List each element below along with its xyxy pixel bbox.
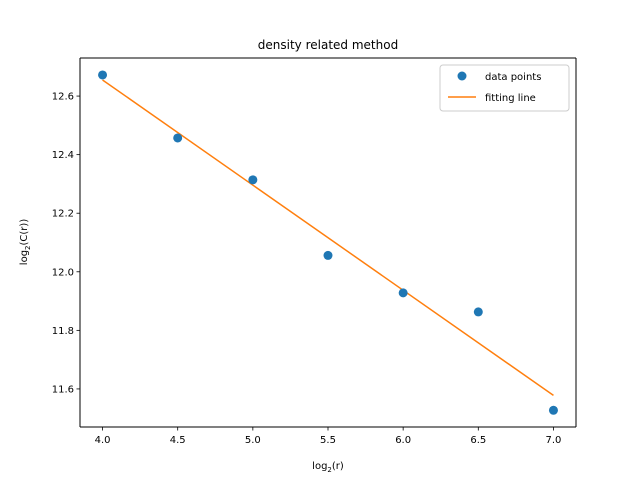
data-layer <box>98 70 558 415</box>
x-axis-ticks: 4.0 4.5 5.0 5.5 6.0 6.5 7.0 <box>95 427 562 446</box>
data-point <box>98 70 108 80</box>
x-tick-label: 5.5 <box>320 435 336 446</box>
data-point <box>398 288 408 298</box>
fitting-line <box>102 79 554 396</box>
y-axis-label: log2(C(r)) <box>19 219 32 266</box>
legend-frame <box>439 64 570 112</box>
data-point <box>473 307 483 317</box>
y-tick-label: 12.6 <box>52 92 74 103</box>
x-tick-label: 6.0 <box>395 435 411 446</box>
x-tick-label: 7.0 <box>546 435 562 446</box>
y-tick-label: 12.0 <box>52 267 74 278</box>
x-axis-label: log2(r) <box>312 461 344 474</box>
plot-area <box>80 58 576 427</box>
legend-label-fitting-line: fitting line <box>485 93 536 104</box>
y-tick-label: 12.4 <box>52 150 74 161</box>
data-point <box>323 250 333 260</box>
x-tick-label: 6.5 <box>470 435 486 446</box>
y-tick-label: 11.6 <box>52 384 74 395</box>
x-tick-label: 4.0 <box>95 435 111 446</box>
y-tick-label: 12.2 <box>52 209 74 220</box>
data-point <box>248 175 258 185</box>
legend: data points fitting line <box>439 64 570 112</box>
y-axis-ticks: 11.6 11.8 12.0 12.2 12.4 12.6 <box>52 92 80 395</box>
chart-title: density related method <box>258 38 398 52</box>
legend-label-data-points: data points <box>485 72 541 83</box>
legend-marker-data-points <box>457 71 467 81</box>
y-tick-label: 11.8 <box>52 326 74 337</box>
x-tick-label: 4.5 <box>170 435 186 446</box>
data-point <box>173 133 183 143</box>
x-tick-label: 5.0 <box>245 435 261 446</box>
data-point <box>548 405 558 415</box>
